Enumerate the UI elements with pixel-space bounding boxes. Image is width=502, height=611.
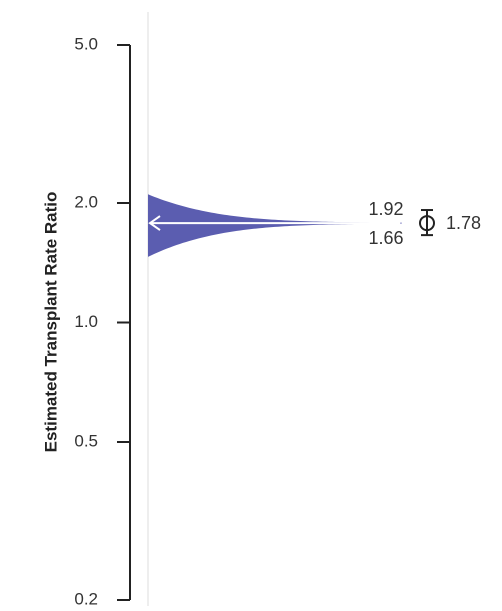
y-tick-label: 5.0 — [74, 34, 98, 53]
lower-bound-label: 1.66 — [368, 228, 403, 248]
y-axis-label: Estimated Transplant Rate Ratio — [41, 192, 60, 453]
estimate-ci-marker — [419, 209, 435, 237]
y-tick-label: 2.0 — [74, 192, 98, 211]
estimate-point — [419, 215, 435, 232]
distribution-shape — [148, 194, 402, 257]
y-tick-label: 0.2 — [74, 589, 98, 608]
estimate-value-label: 1.78 — [446, 213, 481, 233]
y-tick-label: 1.0 — [74, 312, 98, 331]
estimate-arrow — [148, 215, 400, 231]
y-tick-label: 0.5 — [74, 431, 98, 450]
y-axis: 5.0 2.0 1.0 0.5 0.2 — [74, 34, 131, 608]
upper-bound-label: 1.92 — [368, 199, 403, 219]
